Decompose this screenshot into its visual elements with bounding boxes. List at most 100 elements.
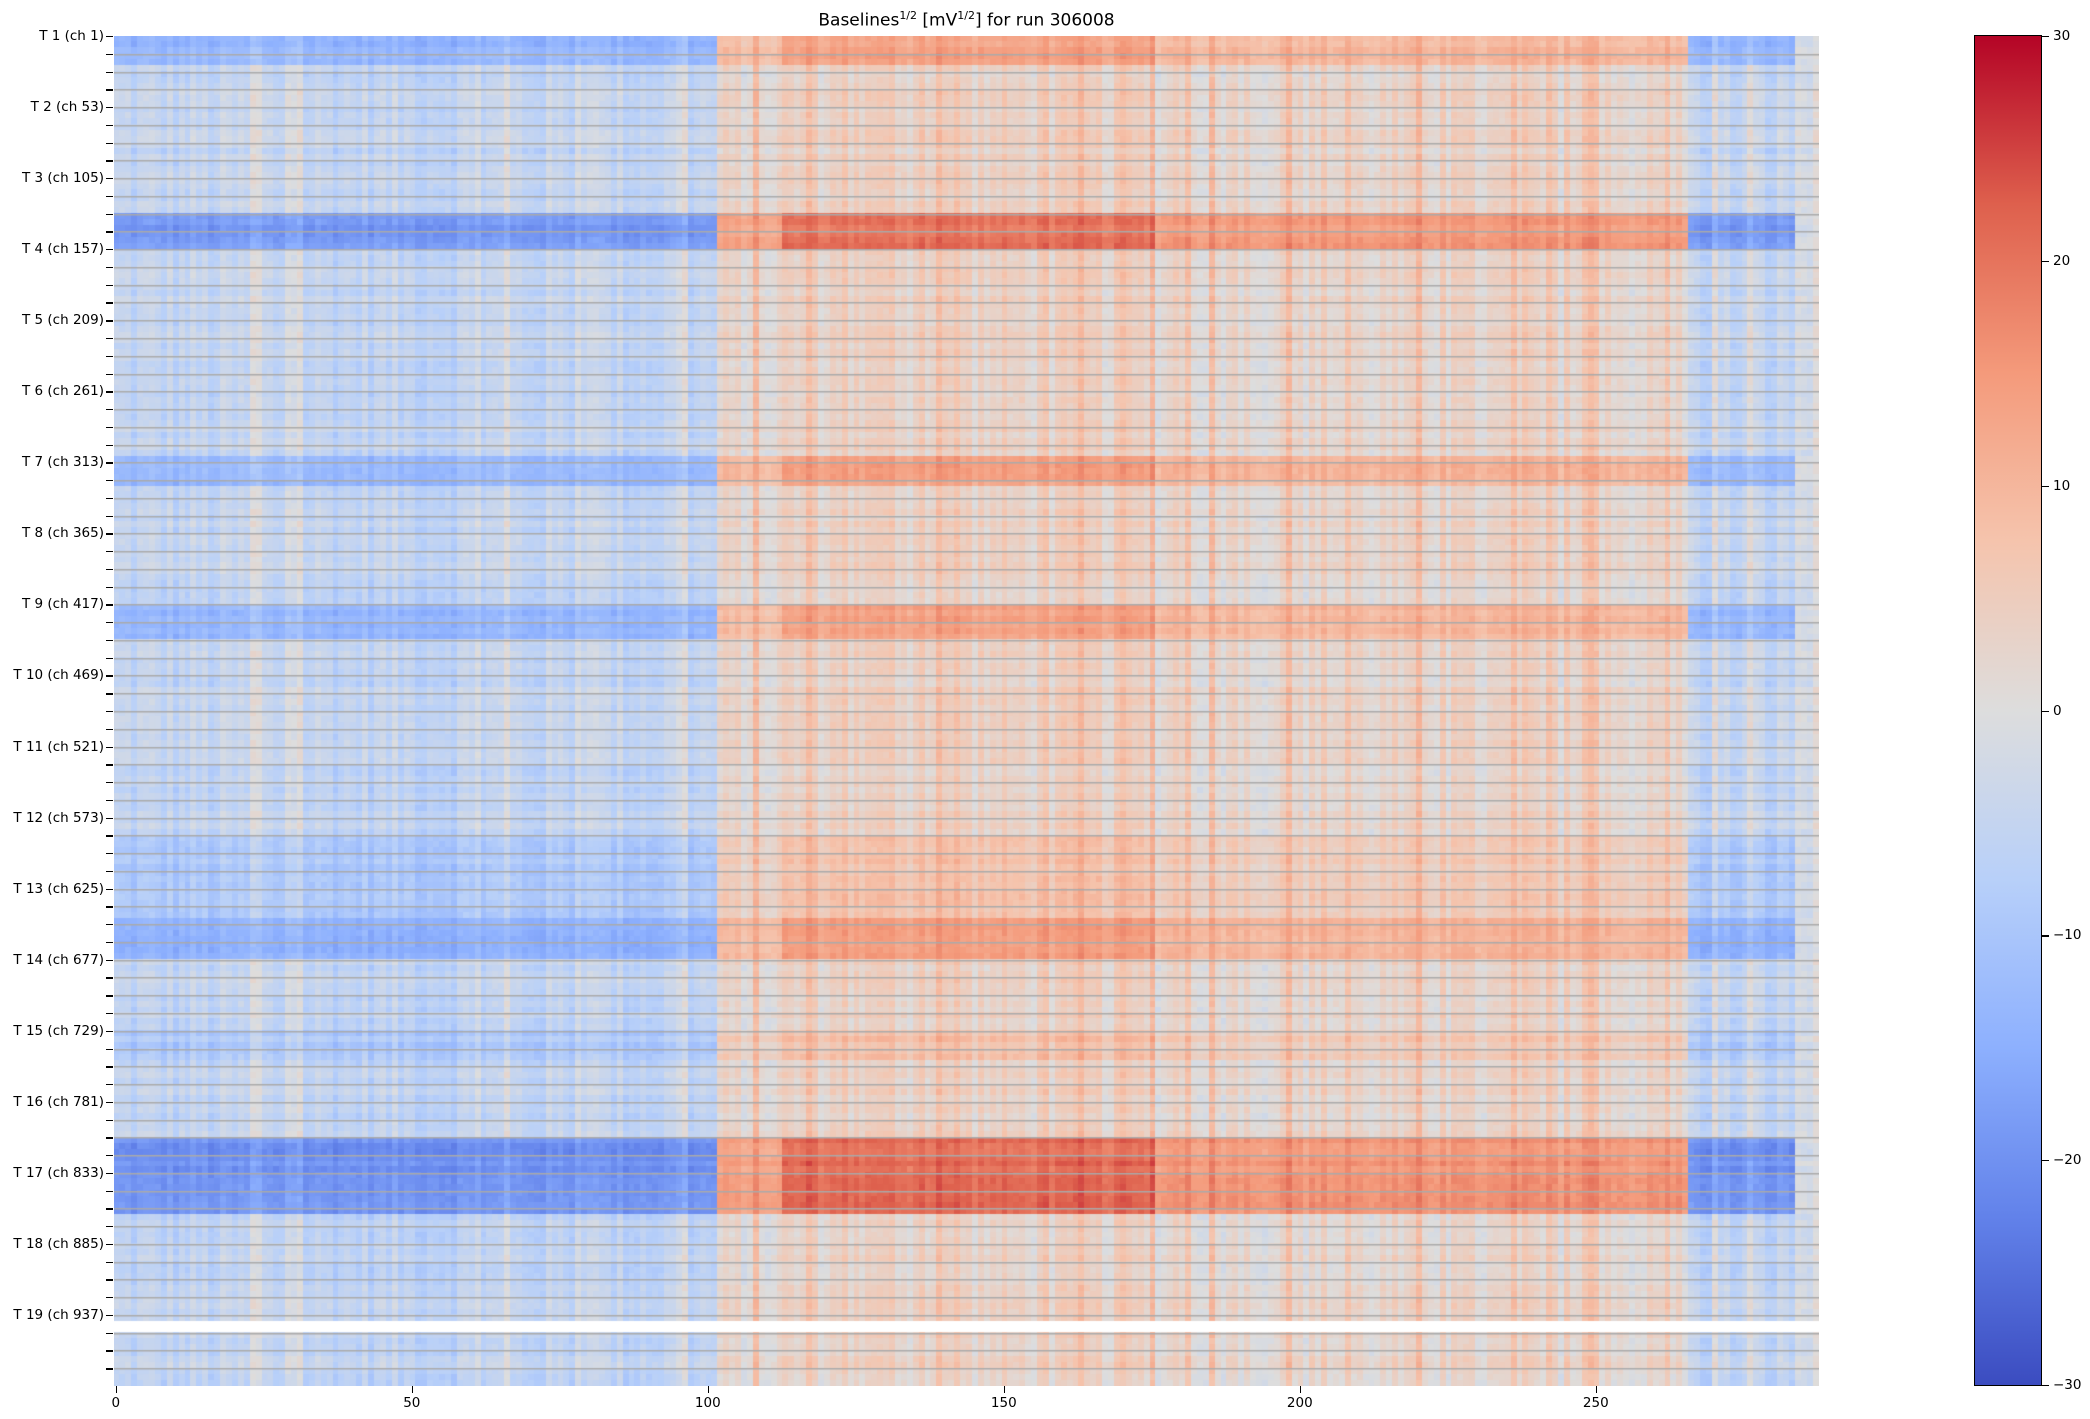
y-tick bbox=[106, 622, 113, 624]
y-tick bbox=[106, 284, 113, 286]
y-tick bbox=[106, 728, 113, 731]
colorbar-tick-label: 30 bbox=[2053, 28, 2071, 44]
x-tick-label: 50 bbox=[403, 1395, 421, 1411]
y-tick bbox=[106, 1101, 113, 1104]
y-tick bbox=[106, 906, 113, 908]
title-unit-superscript: 1/2 bbox=[957, 9, 975, 22]
y-tick bbox=[106, 675, 113, 677]
y-tick bbox=[106, 1297, 113, 1299]
y-tick bbox=[106, 693, 113, 695]
colorbar-tick-label: −10 bbox=[2053, 927, 2082, 944]
y-tick-label: T 14 (ch 677) bbox=[13, 951, 104, 968]
y-tick bbox=[106, 1172, 113, 1175]
y-tick bbox=[106, 657, 113, 659]
colorbar-tick-label: −20 bbox=[2053, 1152, 2082, 1169]
heatmap-plot bbox=[114, 36, 1819, 1386]
y-tick-label: T 1 (ch 1) bbox=[39, 28, 104, 44]
y-tick bbox=[106, 320, 113, 322]
y-tick bbox=[106, 1279, 113, 1281]
y-tick-label: T 2 (ch 53) bbox=[30, 99, 104, 116]
y-tick-label: T 6 (ch 261) bbox=[22, 383, 104, 400]
y-tick-label: T 3 (ch 105) bbox=[22, 170, 104, 187]
colorbar-tick-label: −30 bbox=[2053, 1377, 2082, 1393]
y-tick bbox=[106, 497, 113, 500]
title-superscript: 1/2 bbox=[899, 9, 918, 22]
y-tick bbox=[106, 1226, 113, 1228]
y-tick bbox=[106, 995, 113, 997]
title-run: ] for run 306008 bbox=[974, 10, 1115, 31]
colorbar-tick bbox=[2042, 1160, 2049, 1162]
y-tick bbox=[106, 195, 113, 198]
y-tick bbox=[106, 835, 113, 837]
y-tick bbox=[106, 409, 113, 411]
y-tick bbox=[106, 1261, 113, 1263]
y-tick bbox=[106, 1350, 113, 1352]
y-tick-label: T 5 (ch 209) bbox=[22, 312, 104, 329]
y-tick bbox=[106, 977, 113, 979]
y-tick bbox=[106, 533, 113, 535]
x-tick bbox=[707, 1386, 710, 1393]
y-tick bbox=[106, 1119, 113, 1121]
y-tick bbox=[106, 266, 113, 269]
y-tick bbox=[106, 1190, 113, 1192]
x-tick bbox=[1299, 1386, 1302, 1393]
y-tick-label: T 18 (ch 885) bbox=[13, 1235, 104, 1252]
colorbar-tick-label: 20 bbox=[2053, 252, 2071, 269]
x-tick-label: 150 bbox=[990, 1395, 1017, 1411]
y-tick bbox=[106, 160, 113, 162]
y-tick bbox=[106, 639, 113, 642]
x-tick-label: 250 bbox=[1582, 1395, 1609, 1411]
y-tick bbox=[106, 1332, 113, 1334]
y-tick bbox=[106, 551, 113, 553]
y-tick-label: T 11 (ch 521) bbox=[13, 738, 104, 755]
y-tick bbox=[106, 480, 113, 482]
x-tick bbox=[1003, 1386, 1006, 1393]
y-tick bbox=[106, 746, 113, 748]
y-tick bbox=[106, 1208, 113, 1210]
y-tick bbox=[106, 1066, 113, 1068]
x-tick-label: 200 bbox=[1286, 1395, 1313, 1411]
y-tick bbox=[106, 817, 113, 819]
y-tick-label: T 12 (ch 573) bbox=[13, 809, 104, 826]
y-tick bbox=[106, 888, 113, 890]
x-tick bbox=[1595, 1386, 1598, 1393]
y-tick bbox=[106, 36, 113, 38]
y-tick bbox=[106, 870, 113, 873]
y-tick-label: T 9 (ch 417) bbox=[22, 596, 104, 613]
y-tick bbox=[106, 1084, 113, 1086]
y-tick bbox=[106, 959, 113, 961]
y-tick bbox=[106, 426, 113, 429]
y-tick bbox=[106, 764, 113, 766]
y-tick bbox=[106, 924, 113, 926]
colorbar bbox=[1974, 35, 2042, 1386]
colorbar-tick bbox=[2042, 1385, 2049, 1387]
y-tick bbox=[106, 1368, 113, 1370]
y-tick bbox=[106, 1048, 113, 1050]
y-tick-label: T 15 (ch 729) bbox=[13, 1022, 104, 1039]
colorbar-tick bbox=[2042, 710, 2049, 712]
y-tick bbox=[106, 444, 113, 446]
y-tick bbox=[106, 391, 113, 393]
y-tick-label: T 17 (ch 833) bbox=[13, 1164, 104, 1181]
y-tick bbox=[106, 1155, 113, 1157]
y-tick-label: T 19 (ch 937) bbox=[13, 1306, 104, 1323]
y-tick-label: T 13 (ch 625) bbox=[13, 880, 104, 897]
y-tick bbox=[106, 302, 113, 304]
y-tick bbox=[106, 1030, 113, 1033]
colorbar-tick bbox=[2042, 935, 2049, 937]
y-tick bbox=[106, 178, 113, 180]
y-tick bbox=[106, 373, 113, 375]
y-tick bbox=[106, 107, 113, 109]
y-tick bbox=[106, 249, 113, 251]
y-tick bbox=[106, 231, 113, 233]
y-tick bbox=[106, 462, 113, 464]
y-tick bbox=[106, 213, 113, 215]
y-tick bbox=[106, 1137, 113, 1139]
y-tick bbox=[106, 1314, 113, 1317]
y-tick bbox=[106, 71, 113, 73]
y-tick bbox=[106, 568, 113, 571]
y-tick bbox=[106, 853, 113, 855]
y-tick bbox=[106, 799, 113, 802]
y-tick bbox=[106, 1243, 113, 1246]
